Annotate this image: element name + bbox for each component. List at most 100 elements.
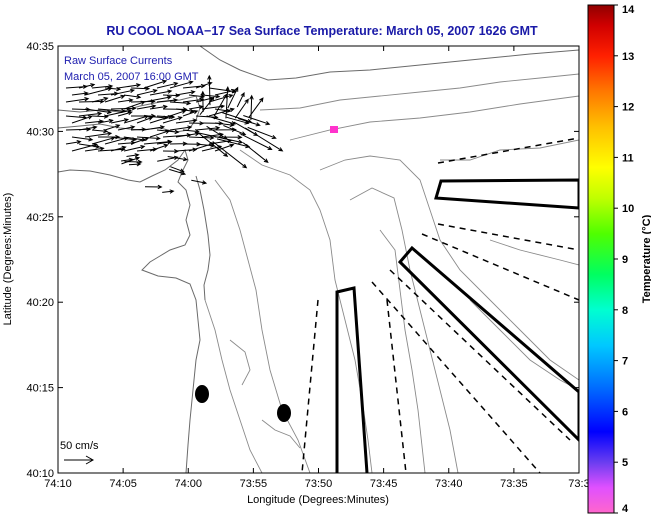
legend-line-2: March 05, 2007 16:00 GMT xyxy=(64,71,199,83)
y-tick-label: 40:10 xyxy=(26,468,54,480)
current-vector-arrow xyxy=(188,135,215,141)
y-tick-label: 40:25 xyxy=(26,212,54,224)
current-vector-arrow xyxy=(126,153,140,158)
coastline-nj xyxy=(58,148,201,473)
current-vector-arrow xyxy=(143,79,168,89)
map-title: RU COOL NOAA−17 Sea Surface Temperature:… xyxy=(106,24,538,38)
current-vector-arrow xyxy=(156,81,179,89)
x-tick-label: 73:35 xyxy=(500,478,528,490)
current-vector-arrow xyxy=(78,125,98,131)
current-vector-arrow xyxy=(123,100,146,110)
coastline-long-island xyxy=(199,46,579,81)
current-vector-arrow xyxy=(149,104,168,110)
current-vector-arrow xyxy=(169,109,187,117)
current-vector-arrow xyxy=(104,136,129,145)
current-vector-arrow xyxy=(222,112,253,123)
current-vector-arrow xyxy=(110,106,137,111)
current-vector-arrow xyxy=(175,118,198,124)
y-axis-label: Latitude (Degrees:Minutes) xyxy=(2,193,14,326)
y-tick-label: 40:35 xyxy=(26,41,54,53)
current-vector-arrow xyxy=(226,116,250,125)
current-vector-arrow xyxy=(123,94,142,99)
current-vector-arrow xyxy=(199,96,215,116)
current-vector-arrow xyxy=(207,74,212,106)
x-tick-label: 73:45 xyxy=(370,478,398,490)
colorbar-tick-label: 6 xyxy=(622,406,628,418)
colorbar-tick-label: 7 xyxy=(622,356,628,368)
current-vector-arrow xyxy=(78,99,105,104)
colorbar xyxy=(587,4,615,514)
scale-label: 50 cm/s xyxy=(60,440,99,452)
colorbar-tick-label: 4 xyxy=(622,503,629,515)
current-vector-arrow xyxy=(239,132,273,151)
current-vector-arrow xyxy=(197,132,244,144)
colorbar-tick-label: 13 xyxy=(622,51,634,63)
current-vector-arrow xyxy=(170,166,185,173)
current-vector-arrow xyxy=(128,162,142,167)
current-vector-arrow xyxy=(136,116,154,124)
buoy-marker-2 xyxy=(277,404,291,422)
current-vector-arrow xyxy=(206,115,237,126)
current-vector-arrow xyxy=(149,115,173,124)
current-vector-arrow xyxy=(162,116,183,124)
colorbar-tick-label: 10 xyxy=(622,203,634,215)
current-vector-arrow xyxy=(169,168,187,176)
current-vector-arrow xyxy=(71,115,93,124)
zone-box-diagonal xyxy=(397,245,579,443)
current-vector-arrow xyxy=(234,98,249,119)
current-vector-arrow xyxy=(169,100,192,106)
current-vector-arrow xyxy=(206,125,228,140)
current-vector-arrow xyxy=(117,125,136,131)
current-vector-arrow xyxy=(162,189,175,194)
current-vector-arrow xyxy=(117,98,134,103)
current-vector-arrow xyxy=(78,143,101,149)
current-vector-arrow xyxy=(130,136,150,145)
colorbar-label: Temperature (°C) xyxy=(641,214,651,303)
current-vector-arrow xyxy=(214,143,235,152)
current-vector-arrow xyxy=(117,110,133,117)
current-vector-arrow xyxy=(110,88,136,96)
x-tick-label: 73:55 xyxy=(240,478,268,490)
colorbar-tick-label: 12 xyxy=(622,102,634,114)
current-vector-arrow xyxy=(236,91,245,108)
current-vector-arrow xyxy=(175,90,196,96)
current-vector-arrow xyxy=(191,179,208,185)
current-vector-arrow xyxy=(65,140,82,145)
current-vector-arrow xyxy=(188,94,206,99)
radar-boundary-lines xyxy=(301,137,579,473)
x-tick-label: 73:3 xyxy=(568,478,589,490)
current-vector-arrow xyxy=(149,89,173,96)
colorbar-tick-label: 8 xyxy=(622,305,628,317)
x-axis-ticks: 74:10 74:05 74:00 73:55 73:50 73:45 73:40 73:35… xyxy=(44,46,590,490)
x-tick-label: 74:10 xyxy=(44,478,72,490)
x-tick-label: 74:05 xyxy=(109,478,137,490)
current-vector-arrow xyxy=(104,86,122,92)
zone-box-south xyxy=(335,286,369,473)
current-vector-arrow xyxy=(110,145,127,152)
sst-pixel-marker xyxy=(330,126,338,133)
plot-area xyxy=(58,46,579,473)
current-vector-arrow xyxy=(208,127,237,132)
current-vector-arrow xyxy=(238,118,261,127)
current-vector-arrow xyxy=(117,83,142,89)
y-tick-label: 40:20 xyxy=(26,297,54,309)
x-tick-label: 74:00 xyxy=(174,478,202,490)
current-vector-arrow xyxy=(123,145,146,152)
current-vector-arrow xyxy=(249,94,254,121)
current-vector-arrow xyxy=(212,141,248,169)
current-vector-arrow xyxy=(149,143,169,152)
current-vector-arrow xyxy=(169,80,194,89)
x-axis-label: Longitude (Degrees:Minutes) xyxy=(247,494,389,506)
current-vector-arrow xyxy=(162,93,181,98)
current-vector-arrow xyxy=(104,124,121,131)
current-vector-arrow xyxy=(157,155,179,162)
current-vector-arrow xyxy=(169,125,193,131)
current-vector-arrow xyxy=(143,125,166,131)
current-vector-arrow xyxy=(201,94,221,99)
current-vector-arrow xyxy=(91,128,109,134)
buoy-marker-1 xyxy=(195,385,209,403)
current-vector-arrow xyxy=(143,95,173,103)
colorbar-tick-label: 14 xyxy=(622,4,635,16)
current-vector-arrow xyxy=(216,138,251,149)
